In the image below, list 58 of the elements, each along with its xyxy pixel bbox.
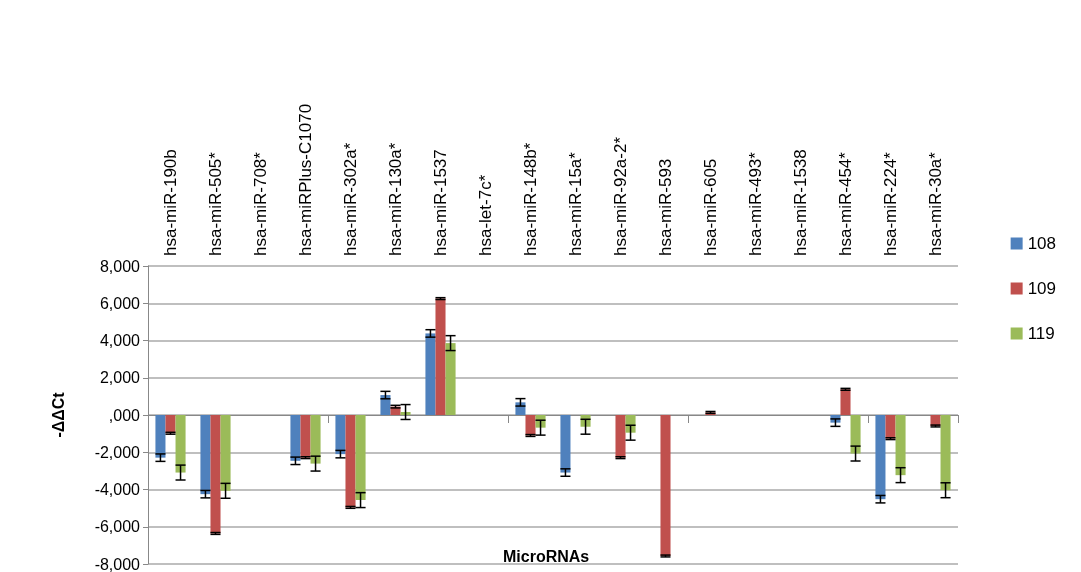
bar: [155, 415, 166, 458]
bar: [445, 343, 456, 415]
x-tick-label: hsa-miR-493*: [746, 151, 765, 256]
y-tick-label: -6,000: [94, 518, 141, 536]
x-tick-label: hsa-miR-30a*: [926, 151, 945, 256]
y-tick-label: 2,000: [99, 369, 141, 387]
x-tick-label: hsa-miR-130a*: [386, 142, 405, 256]
bar: [425, 333, 436, 415]
bar: [175, 415, 186, 473]
legend-label: 119: [1027, 324, 1055, 343]
y-tick-label: -2,000: [94, 443, 141, 461]
bar: [525, 415, 536, 436]
bar: [165, 415, 176, 434]
bar: [290, 415, 301, 461]
x-tick-label: hsa-miR-505*: [206, 151, 225, 256]
x-tick-label: hsa-miRPlus-C1070: [296, 103, 315, 256]
bar: [840, 389, 851, 415]
y-tick-label: ,000: [108, 406, 141, 424]
y-tick-label: 6,000: [99, 294, 141, 312]
y-tick-label: 4,000: [99, 332, 141, 349]
bar: [940, 415, 951, 491]
x-tick-label: hsa-miR-1538: [791, 149, 810, 256]
bar: [345, 415, 356, 508]
bar: [615, 415, 626, 458]
x-tick-label: hsa-miR-148b*: [521, 142, 540, 256]
x-tick-label: hsa-miR-92a-2*: [611, 136, 630, 256]
bar: [210, 415, 221, 534]
x-tick-label: hsa-let-7c*: [476, 174, 495, 256]
x-tick-label: hsa-miR-593: [656, 158, 675, 256]
bar: [885, 415, 896, 439]
x-tick-label: hsa-miR-15a*: [566, 151, 585, 256]
x-tick-label: hsa-miR-605: [701, 158, 720, 256]
bar: [875, 415, 886, 500]
bar: [220, 415, 231, 491]
bar: [355, 415, 366, 501]
x-axis-title: MicroRNAs: [503, 547, 590, 565]
x-tick-label: hsa-miR-708*: [251, 151, 270, 256]
bar: [335, 415, 346, 455]
legend-label: 108: [1027, 234, 1057, 253]
x-tick-label: hsa-miR-224*: [881, 151, 900, 256]
bar: [660, 415, 671, 556]
bar: [850, 415, 861, 454]
bar: [560, 415, 571, 473]
y-tick-label: -4,000: [94, 481, 141, 498]
bar: [895, 415, 906, 476]
bar: [435, 298, 446, 415]
y-tick-label: 8,000: [99, 257, 141, 275]
y-axis-title: -ΔΔCt: [49, 391, 67, 438]
y-tick-label: -8,000: [94, 555, 141, 572]
bar: [310, 415, 321, 464]
x-tick-label: hsa-miR-454*: [836, 151, 855, 256]
bar: [300, 415, 311, 458]
bar: [400, 412, 411, 415]
bar: [200, 415, 211, 495]
x-tick-label: hsa-miR-1537: [431, 149, 450, 256]
x-tick-label: hsa-miR-302a*: [341, 142, 360, 256]
legend-label: 109: [1027, 279, 1057, 298]
x-tick-label: hsa-miR-190b: [161, 149, 180, 256]
